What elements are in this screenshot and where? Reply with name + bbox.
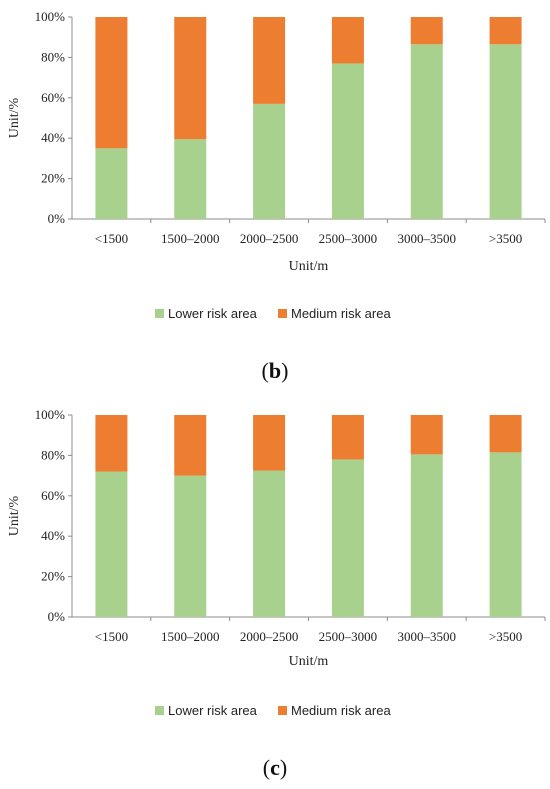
- y-tick-label: 60%: [41, 90, 65, 105]
- legend-lower-label: Lower risk area: [168, 306, 258, 321]
- bar-lower-3: [331, 459, 364, 617]
- legend-lower-swatch: [155, 309, 164, 318]
- legend-lower-swatch: [155, 706, 164, 715]
- bar-medium-4: [410, 415, 443, 455]
- chart-panel-c: 0% 20% 40% 60% 80% 100% <1500 1500–2000 2000–250…: [0, 395, 550, 789]
- bar-lower-0: [95, 148, 128, 219]
- y-tick-label: 100%: [35, 407, 66, 422]
- y-axis-label: Unit/%: [7, 97, 22, 138]
- legend-medium-swatch: [278, 309, 287, 318]
- x-tick-label: 3000–3500: [398, 629, 457, 644]
- y-tick-label: 60%: [41, 488, 65, 503]
- stacked-bar-chart-c: 0% 20% 40% 60% 80% 100% <1500 1500–2000 2000–250…: [7, 407, 546, 718]
- panel-label-b: (b): [261, 358, 289, 383]
- bar-lower-2: [253, 103, 286, 219]
- x-axis-label: Unit/m: [289, 259, 329, 274]
- bar-medium-1: [174, 415, 207, 476]
- y-axis-label: Unit/%: [7, 495, 22, 536]
- bar-lower-4: [410, 454, 443, 617]
- bar-medium-2: [253, 415, 286, 471]
- y-tick-label: 40%: [41, 130, 65, 145]
- y-tick-label: 0%: [48, 211, 66, 226]
- bar-lower-4: [410, 44, 443, 219]
- y-tick-label: 80%: [41, 447, 65, 462]
- y-tick-label: 0%: [48, 609, 66, 624]
- y-tick-label: 20%: [41, 171, 65, 186]
- bar-lower-1: [174, 139, 207, 219]
- bar-medium-1: [174, 17, 207, 140]
- x-tick-label: 2500–3000: [319, 231, 378, 246]
- x-tick-label: 2000–2500: [240, 629, 299, 644]
- y-tick-label: 20%: [41, 569, 65, 584]
- y-tick-label: 40%: [41, 528, 65, 543]
- x-tick-label: 1500–2000: [161, 231, 220, 246]
- x-tick-label: >3500: [489, 629, 522, 644]
- bar-medium-0: [95, 415, 128, 472]
- panel-label-c: (c): [262, 755, 288, 780]
- bar-medium-0: [95, 17, 128, 149]
- bar-medium-5: [489, 17, 522, 45]
- bar-medium-3: [331, 17, 364, 64]
- stacked-bar-chart-b: 0% 20% 40% 60% 80% 100% <1500 1500–2000 2000–250…: [7, 9, 546, 321]
- bar-medium-5: [489, 415, 522, 453]
- x-tick-label: >3500: [489, 231, 522, 246]
- x-axis-label: Unit/m: [289, 654, 329, 669]
- bar-lower-3: [331, 63, 364, 220]
- bar-medium-3: [331, 415, 364, 460]
- x-tick-label: 1500–2000: [161, 629, 220, 644]
- bar-medium-2: [253, 17, 286, 104]
- y-tick-label: 80%: [41, 49, 65, 64]
- bar-lower-2: [253, 470, 286, 617]
- x-tick-label: <1500: [95, 629, 128, 644]
- legend-medium-label: Medium risk area: [291, 703, 391, 718]
- bar-lower-1: [174, 475, 207, 617]
- bar-lower-5: [489, 44, 522, 219]
- x-tick-label: 2500–3000: [319, 629, 378, 644]
- bar-lower-5: [489, 452, 522, 617]
- legend-medium-label: Medium risk area: [291, 306, 391, 321]
- chart-panel-b: 0% 20% 40% 60% 80% 100% <1500 1500–2000 2000–250…: [7, 9, 546, 383]
- x-tick-label: <1500: [95, 231, 128, 246]
- y-tick-label: 100%: [35, 9, 66, 24]
- bar-lower-0: [95, 471, 128, 617]
- legend-lower-label: Lower risk area: [168, 703, 258, 718]
- x-tick-label: 3000–3500: [398, 231, 457, 246]
- x-tick-label: 2000–2500: [240, 231, 299, 246]
- legend-medium-swatch: [278, 706, 287, 715]
- bar-medium-4: [410, 17, 443, 45]
